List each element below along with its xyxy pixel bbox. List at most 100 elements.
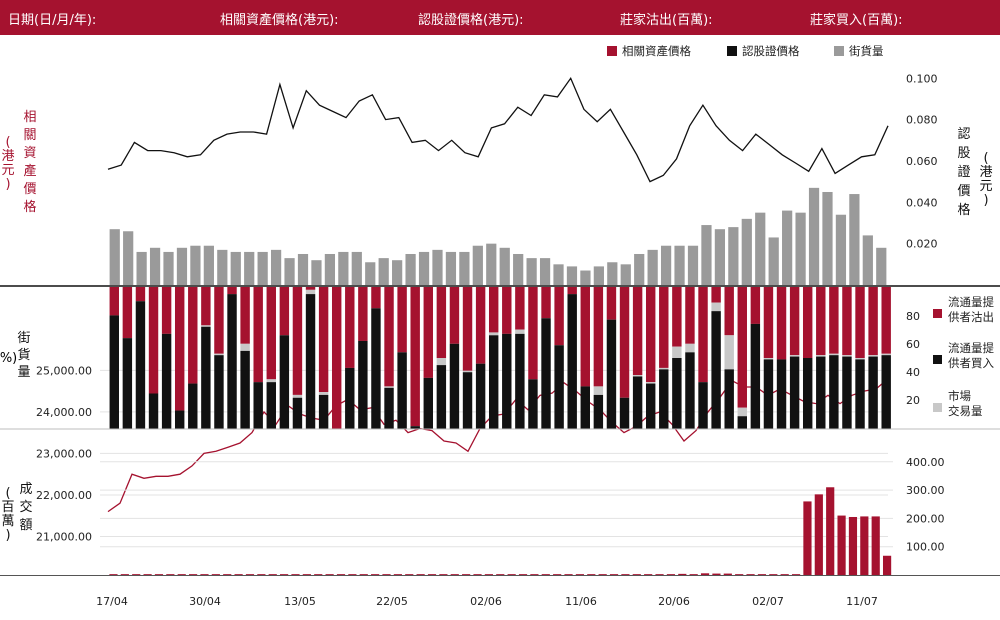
mm-sell-bar bbox=[436, 287, 447, 358]
outstanding-bar bbox=[539, 258, 551, 285]
mm-buy-bar bbox=[515, 333, 525, 429]
outstanding-bar bbox=[674, 245, 685, 285]
right-axis-unit: ( bbox=[983, 151, 988, 166]
turnover-bar bbox=[678, 573, 687, 575]
outstanding-bar bbox=[472, 245, 483, 285]
x-tick-label: 20/06 bbox=[658, 595, 690, 608]
mm-sell-bar bbox=[227, 287, 237, 295]
outstanding-bar bbox=[311, 260, 322, 285]
turnover-bar bbox=[393, 574, 402, 575]
turnover-bar bbox=[382, 574, 391, 575]
turnover-bar bbox=[666, 574, 676, 575]
warrant-chart: 25,000.00 24,000.00 23,000.00 22,000.00 21,0… bbox=[0, 44, 1000, 608]
outstanding-bar bbox=[795, 212, 806, 285]
legend-swatch bbox=[727, 46, 737, 56]
mm-sell-bar bbox=[672, 287, 682, 347]
x-tick-label: 11/07 bbox=[846, 595, 878, 608]
mm-sell-bar bbox=[802, 287, 813, 358]
turnover-bar bbox=[518, 574, 528, 575]
left-tick-label: 21,000.00 bbox=[36, 530, 92, 543]
x-tick-label: 02/07 bbox=[752, 595, 784, 608]
outstanding-bar bbox=[499, 247, 510, 285]
outstanding-bar bbox=[687, 245, 699, 285]
mm-buy-bar bbox=[750, 323, 761, 429]
turnover-bar bbox=[427, 574, 437, 575]
outstanding-bar bbox=[513, 253, 524, 285]
turnover-bar bbox=[746, 574, 755, 575]
turnover-bar bbox=[166, 574, 175, 575]
mm-sell-bar bbox=[397, 287, 407, 353]
right-axis-label: 證 bbox=[957, 164, 970, 180]
left-axis-label: 產 bbox=[23, 163, 36, 179]
middle-tick-label: 20 bbox=[906, 394, 920, 407]
middle-axis-label: 量 bbox=[17, 365, 30, 380]
outstanding-bar bbox=[835, 214, 847, 285]
mm-buy-bar bbox=[619, 397, 630, 429]
legend-swatch bbox=[834, 46, 844, 56]
outstanding-bar bbox=[190, 245, 201, 285]
left-axis-unit: 元 bbox=[1, 163, 14, 178]
outstanding-bar bbox=[163, 251, 174, 285]
outstanding-bar bbox=[647, 249, 658, 285]
mm-buy-bar bbox=[776, 359, 787, 429]
turnover-bar bbox=[871, 516, 880, 575]
bottom-axis-unit: 百 bbox=[1, 500, 14, 515]
outstanding-bar bbox=[768, 237, 779, 285]
mm-sell-bar bbox=[188, 287, 198, 384]
mm-buy-bar bbox=[711, 311, 721, 429]
bottom-axis-label: 成 bbox=[19, 482, 32, 497]
turnover-bar bbox=[837, 515, 846, 575]
outstanding-bar bbox=[876, 247, 887, 285]
turnover-bar bbox=[598, 574, 607, 575]
turnover-bar bbox=[416, 574, 425, 575]
mm-sell-bar bbox=[698, 287, 708, 383]
outstanding-bar bbox=[297, 253, 309, 285]
mm-sell-bar bbox=[855, 287, 865, 358]
outstanding-bar bbox=[244, 251, 255, 285]
mm-sell-bar bbox=[567, 287, 577, 295]
market-volume-bar bbox=[384, 386, 394, 388]
mm-sell-bar bbox=[331, 287, 342, 429]
outstanding-bar bbox=[620, 264, 631, 285]
middle-axis-unit: (%) bbox=[0, 351, 17, 366]
mm-buy-bar bbox=[214, 355, 224, 429]
market-volume-bar bbox=[292, 394, 303, 398]
mm-sell-bar bbox=[789, 287, 800, 356]
outstanding-bar bbox=[741, 218, 752, 285]
turnover-bar bbox=[473, 574, 482, 575]
mm-sell-bar bbox=[816, 287, 826, 356]
turnover-bar bbox=[154, 574, 164, 575]
turnover-bar bbox=[530, 574, 539, 575]
turnover-bar bbox=[860, 516, 869, 575]
left-tick-label: 22,000.00 bbox=[36, 489, 92, 502]
turnover-bar bbox=[291, 574, 300, 575]
mm-buy-bar bbox=[475, 363, 486, 429]
outstanding-bar bbox=[566, 266, 578, 285]
right-axis-label: 價 bbox=[957, 184, 970, 199]
mm-buy-bar bbox=[188, 383, 198, 429]
mm-buy-bar bbox=[109, 315, 119, 429]
outstanding-bar bbox=[755, 212, 766, 285]
mm-sell-bar bbox=[371, 287, 381, 309]
outstanding-bar bbox=[634, 253, 645, 285]
market-volume-bar bbox=[645, 382, 656, 384]
turnover-bar bbox=[143, 574, 152, 575]
x-tick-label: 30/04 bbox=[189, 595, 221, 608]
bottom-axis-unit: ( bbox=[5, 486, 10, 501]
market-volume-bar bbox=[816, 355, 826, 357]
mm-buy-bar bbox=[384, 387, 394, 429]
mm-sell-bar bbox=[240, 287, 250, 344]
mm-buy-bar bbox=[593, 394, 604, 429]
turnover-bar bbox=[587, 574, 596, 575]
market-volume-bar bbox=[593, 386, 604, 395]
outstanding-bar bbox=[701, 225, 712, 285]
right-tick-label: 0.100 bbox=[906, 72, 938, 85]
market-volume-bar bbox=[724, 335, 734, 370]
middle-axis-label: 貨 bbox=[17, 347, 30, 363]
left-axis-label: 資 bbox=[23, 146, 36, 161]
mm-sell-bar bbox=[593, 287, 604, 387]
turnover-bar bbox=[848, 516, 858, 575]
x-tick-label: 11/06 bbox=[565, 595, 597, 608]
turnover-bar bbox=[439, 574, 448, 575]
outstanding-bar bbox=[849, 194, 860, 285]
